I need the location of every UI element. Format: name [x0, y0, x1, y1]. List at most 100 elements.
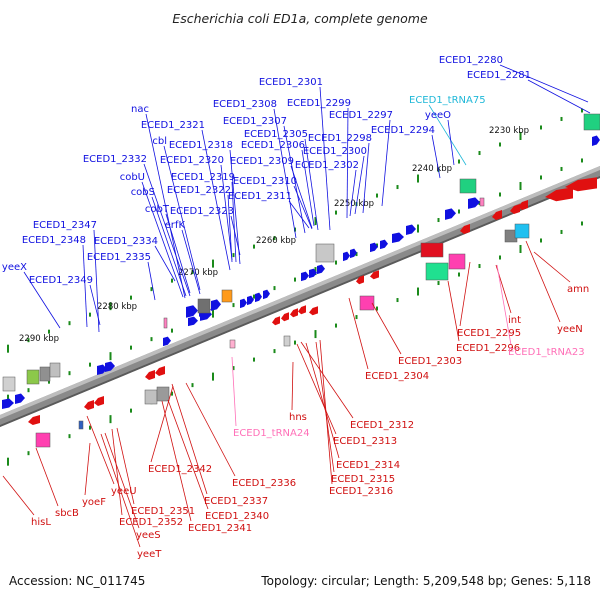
gene-label-top: ECED1_2332: [83, 154, 147, 165]
tick-mark: [499, 192, 501, 197]
leader-line: [143, 163, 191, 297]
tick-mark: [519, 131, 522, 140]
gene-arrow: [545, 187, 573, 202]
leader-line: [296, 343, 337, 435]
leader-line: [447, 119, 455, 166]
leader-line: [151, 196, 187, 297]
leader-line: [227, 194, 233, 263]
gene-label-top: ECED1_2309: [230, 156, 294, 167]
leader-line: [290, 165, 313, 229]
gene-label-top: ECED1_2319: [171, 172, 235, 183]
tick-mark: [417, 287, 419, 296]
gene-label-top: ECED1_tRNA75: [409, 95, 486, 106]
feature-box: [156, 386, 170, 402]
gene-label-top: cobT: [145, 204, 170, 215]
gene-arrow: [317, 264, 325, 275]
gene-label-bottom: yeeN: [557, 324, 583, 335]
tick-mark: [335, 210, 337, 215]
scale-label: 2270 kbp: [178, 268, 218, 278]
gene-arrow: [15, 393, 25, 404]
leader-line: [220, 164, 233, 261]
leader-line: [431, 134, 441, 179]
gene-label-bottom: ECED1_2295: [457, 328, 521, 339]
feature-box: [2, 376, 16, 392]
gene-label-bottom: sbcB: [55, 508, 79, 519]
gene-label-top: cobS: [131, 187, 155, 198]
tick-mark: [232, 303, 235, 308]
leader-line: [231, 356, 237, 427]
tick-mark: [294, 277, 296, 282]
tick-mark: [27, 451, 30, 456]
gene-arrow: [350, 248, 357, 259]
gene-arrow: [309, 268, 317, 279]
scale-label: 2280 kbp: [97, 302, 137, 312]
leader-line: [354, 155, 365, 215]
gene-label-bottom: ECED1_2341: [188, 523, 252, 534]
gene-arrow: [309, 306, 318, 316]
tick-mark: [68, 434, 71, 439]
gene-label-bottom: ECED1_2337: [204, 496, 268, 507]
leader-line: [165, 213, 191, 294]
gene-arrow: [356, 275, 364, 285]
feature-box: [514, 223, 530, 239]
tick-mark: [499, 142, 501, 147]
tick-mark: [396, 185, 399, 190]
tick-mark: [540, 175, 542, 180]
tick-mark: [253, 244, 255, 249]
gene-arrow: [592, 135, 600, 146]
gene-arrow: [406, 224, 416, 235]
tick-mark: [376, 193, 378, 198]
gene-label-bottom: ECED1_2304: [365, 371, 429, 382]
tick-mark: [581, 221, 583, 226]
gene-arrow: [97, 364, 107, 375]
gene-label-top: ECED1_2323: [170, 206, 234, 217]
gene-label-top: cbl: [152, 136, 167, 147]
tick-mark: [478, 151, 481, 156]
gene-label-bottom: ECED1_2351: [131, 506, 195, 517]
tick-mark: [417, 224, 419, 233]
tick-mark: [355, 252, 358, 257]
map-title: Escherichia coli ED1a, complete genome: [172, 11, 428, 26]
leader-line: [499, 64, 589, 103]
gene-label-top: ECED1_2334: [94, 236, 158, 247]
tick-mark: [437, 281, 440, 286]
gene-label-top: ECED1_2347: [33, 220, 97, 231]
labels-bottom: amnyeeNintECED1_2295ECED1_2296ECED1_tRNA…: [31, 284, 589, 560]
gene-label-bottom: hisL: [31, 517, 51, 528]
leader-line: [161, 400, 192, 522]
feature-box: [229, 339, 236, 349]
gene-label-bottom: ECED1_2314: [336, 460, 400, 471]
gene-arrow: [298, 305, 306, 315]
gene-label-top: ECED1_2321: [141, 120, 205, 131]
trna-glyph: [163, 317, 168, 329]
tick-mark: [191, 270, 194, 275]
tick-mark: [273, 349, 276, 354]
gene-label-top: cobU: [120, 172, 145, 183]
leader-line: [86, 415, 115, 485]
gene-arrow: [263, 289, 270, 300]
accession-text: Accession: NC_011745: [9, 574, 145, 588]
gene-arrow: [255, 292, 262, 303]
tick-mark: [7, 394, 9, 403]
gene-label-top: ECED1_2305: [244, 129, 308, 140]
leader-line: [527, 79, 591, 114]
gene-arrow: [281, 312, 289, 322]
tick-mark: [478, 201, 481, 206]
tick-mark: [130, 408, 132, 413]
tick-mark: [376, 306, 378, 311]
labels-top: ECED1_2280 ECED1_2281 ECED1_2301 ECED1_tRNA…: [2, 55, 531, 286]
tick-mark: [458, 272, 460, 277]
gene-label-bottom: ECED1_2312: [350, 420, 414, 431]
tick-mark: [171, 278, 173, 283]
feature-box: [197, 298, 211, 314]
gene-label-bottom: ECED1_2340: [205, 511, 269, 522]
scale-label: 2240 kbp: [412, 164, 452, 174]
feature-box: [359, 295, 375, 311]
gene-label-bottom: amn: [567, 284, 589, 295]
tick-mark: [499, 255, 501, 260]
tick-mark: [540, 238, 542, 243]
gene-label-bottom: ECED1_tRNA23: [508, 347, 585, 358]
tick-mark: [273, 236, 276, 241]
tick-mark: [191, 383, 194, 388]
